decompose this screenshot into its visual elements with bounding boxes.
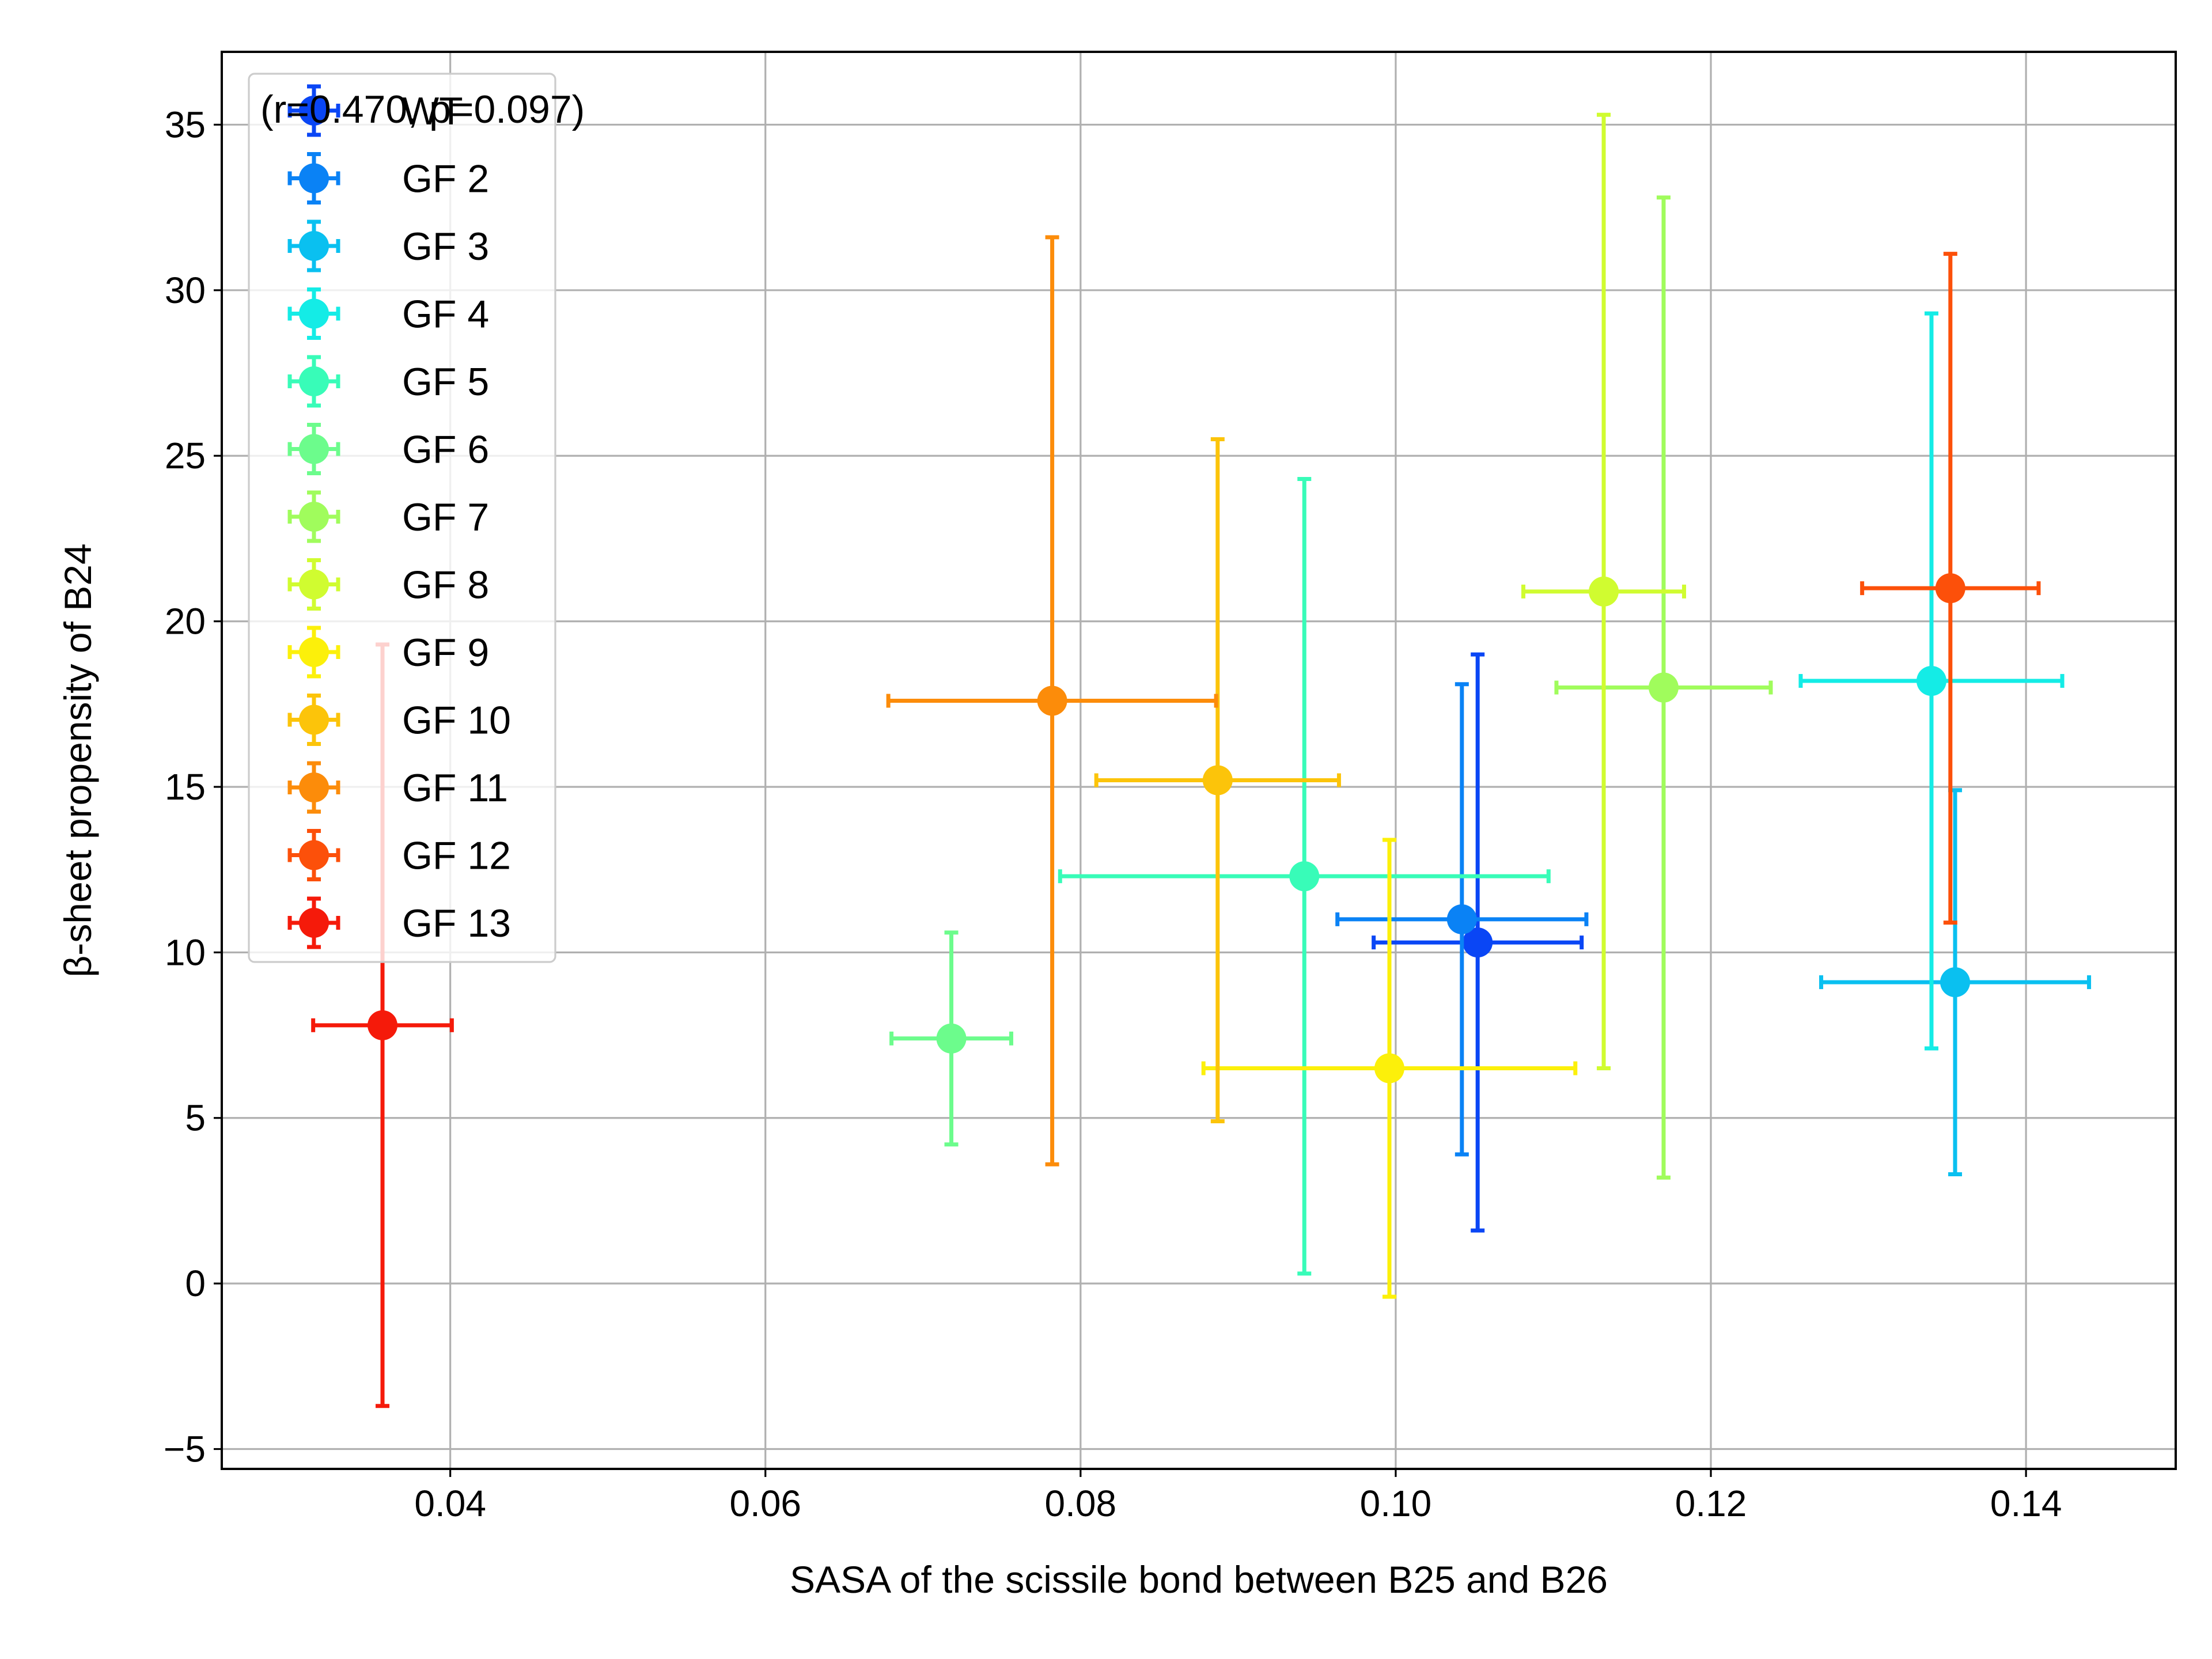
y-tick-label: 15 <box>165 766 206 808</box>
x-tick-label: 0.08 <box>1045 1483 1117 1524</box>
legend-marker <box>299 704 329 735</box>
series-gf-8 <box>1521 112 1687 1071</box>
legend-marker <box>299 502 329 532</box>
legend-label: GF 9 <box>402 631 489 675</box>
data-point <box>1940 967 1971 998</box>
legend-label: GF 7 <box>402 495 489 539</box>
x-tick-label: 0.12 <box>1675 1483 1747 1524</box>
data-point <box>1463 927 1493 958</box>
data-point <box>1589 576 1619 607</box>
legend-entry: GF 5 <box>287 355 489 408</box>
legend-label: GF 3 <box>402 225 489 268</box>
data-point <box>1374 1053 1404 1084</box>
x-tick-label: 0.06 <box>729 1483 801 1524</box>
y-tick-label: 5 <box>185 1097 206 1139</box>
legend-label: GF 2 <box>402 157 489 201</box>
legend-entry: GF 7 <box>287 490 489 543</box>
data-point <box>368 1010 398 1040</box>
legend-label: GF 11 <box>402 766 508 810</box>
legend-label: GF 5 <box>402 360 489 404</box>
legend-marker <box>299 569 329 600</box>
legend-label: GF 4 <box>402 293 489 336</box>
legend-box <box>248 73 556 963</box>
legend-entry: GF 3 <box>287 219 489 272</box>
x-tick-label: 0.14 <box>1990 1483 2062 1524</box>
legend-marker <box>299 772 329 802</box>
x-tick-label: 0.10 <box>1360 1483 1432 1524</box>
legend-label: WT <box>402 89 463 133</box>
legend-marker <box>299 840 329 870</box>
y-tick-label: 0 <box>185 1263 206 1304</box>
legend-entry: GF 13 <box>287 896 511 949</box>
series-gf-9 <box>1201 838 1578 1299</box>
legend-marker <box>299 366 329 396</box>
series-gf-2 <box>1335 682 1589 1157</box>
y-tick-label: 10 <box>165 931 206 973</box>
legend-marker <box>299 298 329 329</box>
series-gf-11 <box>886 235 1218 1166</box>
plot-frame <box>221 51 2177 1470</box>
legend-label: GF 13 <box>402 902 511 945</box>
legend-entry: GF 8 <box>287 558 489 611</box>
legend-marker <box>299 231 329 261</box>
legend-entry: GF 11 <box>287 761 508 814</box>
legend-marker <box>299 434 329 464</box>
y-tick-label: 20 <box>165 601 206 642</box>
legend-entry: GF 12 <box>287 829 511 881</box>
data-point <box>1446 904 1477 934</box>
legend-entry: GF 10 <box>287 694 511 746</box>
series-gf-4 <box>1798 311 2065 1051</box>
legend-label: GF 12 <box>402 834 511 878</box>
y-tick-label: −5 <box>164 1429 206 1470</box>
legend-label: GF 10 <box>402 699 511 743</box>
legend-entry: GF 4 <box>287 287 489 340</box>
data-point <box>1935 573 1965 604</box>
data-point <box>1202 765 1233 796</box>
y-tick-label: 35 <box>165 104 206 145</box>
legend-label: GF 8 <box>402 563 489 607</box>
data-point <box>1037 685 1067 716</box>
x-tick-label: 0.04 <box>414 1483 486 1524</box>
x-axis-label: SASA of the scissile bond between B25 an… <box>790 1558 1608 1601</box>
y-tick-label: 30 <box>165 270 206 311</box>
data-point <box>1916 666 1946 696</box>
data-marks <box>311 112 2092 1408</box>
series-wt <box>1372 652 1584 1233</box>
legend-entry: GF 6 <box>287 423 489 475</box>
legend-marker <box>299 637 329 667</box>
data-point <box>1648 672 1679 703</box>
legend-marker <box>299 96 329 126</box>
legend-marker <box>299 908 329 938</box>
data-point <box>936 1023 967 1054</box>
correlation-annotation: (r=0.470, p=0.097) <box>260 88 585 131</box>
legend: WT GF 2 GF 3 GF 4 GF 5 GF 6 GF 7 GF 8 GF 9 GF 10 G… <box>248 73 556 963</box>
series-gf-7 <box>1554 195 1773 1180</box>
legend-entry: WT <box>287 84 463 137</box>
legend-label: GF 6 <box>402 428 489 472</box>
data-point <box>1289 861 1320 892</box>
series-gf-10 <box>1094 437 1341 1123</box>
legend-marker <box>299 163 329 194</box>
y-axis-label: β-sheet propensity of B24 <box>56 543 99 977</box>
legend-entry: GF 2 <box>287 152 489 204</box>
series-gf-5 <box>1058 476 1551 1276</box>
legend-entry: GF 9 <box>287 626 489 679</box>
series-gf-3 <box>1819 788 2092 1176</box>
axis-ticks: 0.04 0.06 0.08 0.10 0.12 0.14 −5 0 5 10 15 20 25 30 35 <box>164 104 2062 1524</box>
series-gf-6 <box>889 930 1013 1147</box>
y-tick-label: 25 <box>165 435 206 476</box>
series-gf-12 <box>1860 252 2041 925</box>
